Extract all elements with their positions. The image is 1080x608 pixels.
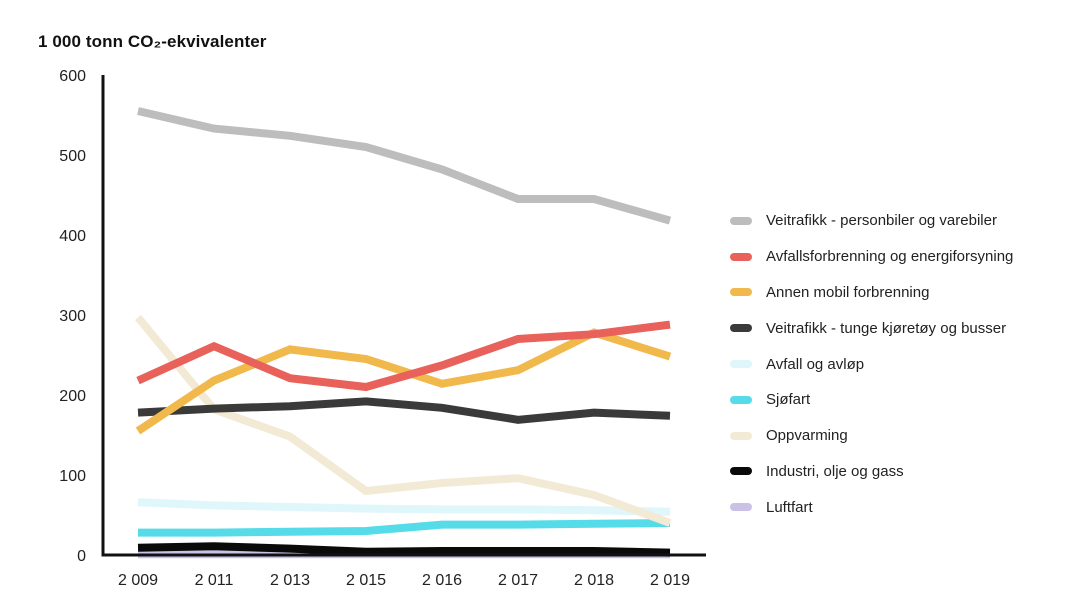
legend-label: Avfallsforbrenning og energiforsyning xyxy=(766,248,1014,266)
legend-label: Luftfart xyxy=(766,498,813,516)
y-tick-label: 200 xyxy=(59,388,86,405)
legend-item: Industri, olje og gass xyxy=(730,454,1070,490)
legend-item: Luftfart xyxy=(730,489,1070,525)
legend-swatch xyxy=(730,395,752,404)
legend-swatch xyxy=(730,467,752,476)
legend-item: Avfallsforbrenning og energiforsyning xyxy=(730,239,1070,275)
legend-label: Annen mobil forbrenning xyxy=(766,283,930,301)
legend-item: Avfall og avløp xyxy=(730,346,1070,382)
x-tick-label: 2 016 xyxy=(422,572,462,589)
y-tick-label: 500 xyxy=(59,148,86,165)
series-line-sjøfart xyxy=(138,519,671,537)
x-axis-ticks: 2 009 2 011 2 013 2 015 2 016 2 017 2 018 2 019 xyxy=(118,572,690,589)
series-line-avfall-og-avløp xyxy=(137,498,671,516)
legend-swatch xyxy=(730,216,752,225)
series-line-industri-olje-og-gass xyxy=(137,542,671,557)
x-tick-label: 2 015 xyxy=(346,572,386,589)
x-tick-label: 2 018 xyxy=(574,572,614,589)
y-tick-label: 400 xyxy=(59,228,86,245)
y-tick-label: 0 xyxy=(77,548,86,565)
legend-swatch xyxy=(730,252,752,261)
series-line-veitrafikk-personbiler-og-varebiler xyxy=(137,107,672,225)
legend-label: Sjøfart xyxy=(766,391,811,409)
x-tick-label: 2 011 xyxy=(195,572,234,589)
series-lines xyxy=(134,107,672,559)
y-axis-ticks: 0 100 200 300 400 500 600 xyxy=(59,68,86,565)
legend-swatch xyxy=(730,360,752,369)
series-line-veitrafikk-tunge-kjøretøy-og-busser xyxy=(137,397,671,424)
series-line-avfallsforbrenning-og-energiforsyning xyxy=(136,320,671,392)
x-tick-label: 2 013 xyxy=(270,572,310,589)
legend-item: Veitrafikk - personbiler og varebiler xyxy=(730,203,1070,239)
chart-title: 1 000 tonn CO₂-ekvivalenter xyxy=(38,32,267,51)
legend-swatch xyxy=(730,324,752,333)
legend-swatch xyxy=(730,288,752,297)
legend: Veitrafikk - personbiler og varebiler Avf… xyxy=(730,203,1070,525)
y-tick-label: 600 xyxy=(59,68,86,85)
legend-label: Avfall og avløp xyxy=(766,355,865,373)
legend-item: Veitrafikk - tunge kjøretøy og busser xyxy=(730,310,1070,346)
legend-item: Annen mobil forbrenning xyxy=(730,275,1070,311)
legend-item: Sjøfart xyxy=(730,382,1070,418)
legend-swatch xyxy=(730,431,752,440)
x-tick-label: 2 017 xyxy=(498,572,538,589)
legend-swatch xyxy=(730,503,752,512)
legend-label: Industri, olje og gass xyxy=(766,462,904,480)
x-tick-label: 2 019 xyxy=(650,572,690,589)
legend-label: Veitrafikk - personbiler og varebiler xyxy=(766,212,997,230)
y-tick-label: 300 xyxy=(59,308,86,325)
legend-label: Veitrafikk - tunge kjøretøy og busser xyxy=(766,319,1007,337)
legend-label: Oppvarming xyxy=(766,427,848,445)
y-tick-label: 100 xyxy=(59,468,86,485)
legend-item: Oppvarming xyxy=(730,418,1070,454)
x-tick-label: 2 009 xyxy=(118,572,158,589)
series-line-oppvarming xyxy=(134,314,672,527)
